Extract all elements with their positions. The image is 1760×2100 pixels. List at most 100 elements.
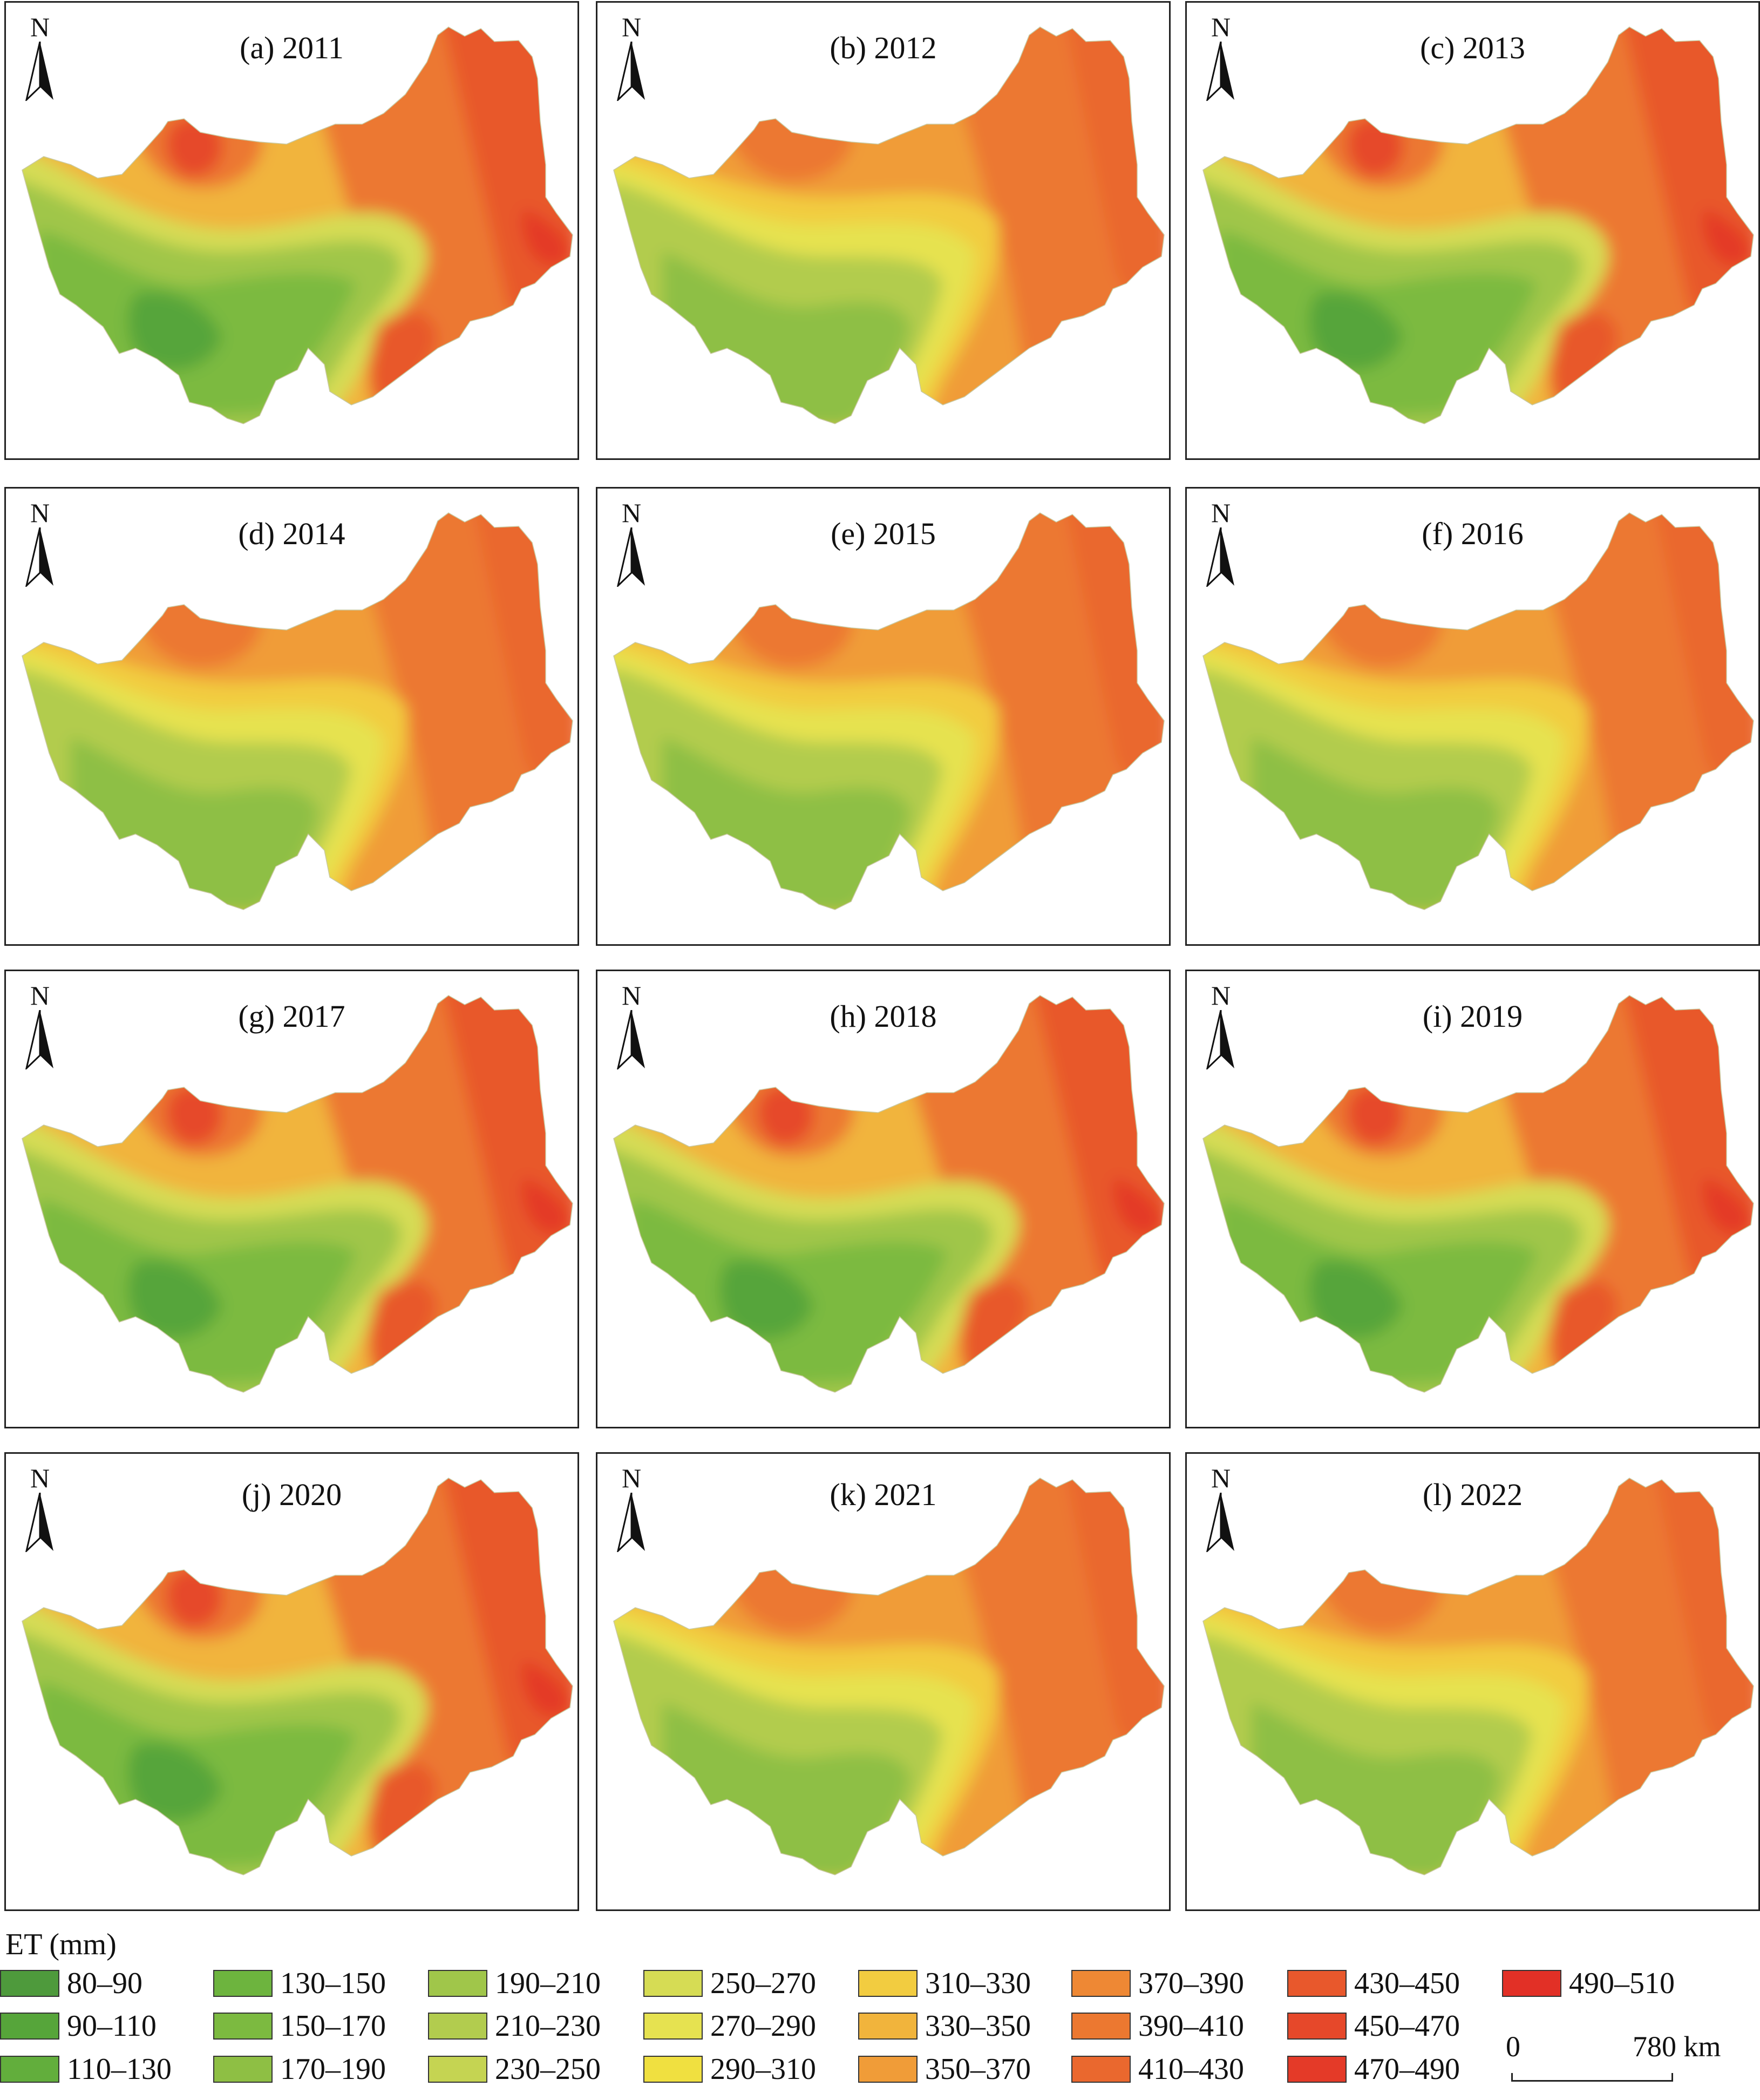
legend-label: 150–170 bbox=[280, 2009, 386, 2043]
et-map bbox=[22, 512, 573, 910]
map-panel: N (b) 2012 bbox=[596, 1, 1171, 460]
legend-label: 190–210 bbox=[495, 1967, 601, 2000]
legend-item: 210–230 bbox=[428, 2009, 601, 2043]
region-outline bbox=[22, 512, 573, 910]
legend-item: 490–510 bbox=[1502, 1967, 1675, 2000]
panel-title: (c) 2013 bbox=[1420, 30, 1525, 65]
legend-swatch bbox=[858, 2013, 918, 2040]
legend-label: 170–190 bbox=[280, 2052, 386, 2086]
map-panel: N (j) 2020 bbox=[4, 1452, 579, 1911]
et-map bbox=[613, 995, 1165, 1393]
et-map bbox=[1202, 1478, 1754, 1875]
legend-item: 470–490 bbox=[1287, 2052, 1460, 2086]
map-panel: N (h) 2018 bbox=[596, 970, 1171, 1428]
north-arrow: N bbox=[613, 499, 650, 591]
north-label: N bbox=[1211, 498, 1231, 528]
region-outline bbox=[22, 995, 573, 1393]
legend-label: 430–450 bbox=[1354, 1967, 1460, 2000]
et-zone bbox=[521, 1176, 570, 1235]
legend-swatch bbox=[858, 1970, 918, 1997]
legend-swatch bbox=[213, 1970, 273, 1997]
panel-title: (l) 2022 bbox=[1422, 1477, 1523, 1512]
north-arrow: N bbox=[21, 982, 59, 1074]
north-arrow-icon bbox=[1206, 527, 1234, 587]
legend-label: 310–330 bbox=[925, 1967, 1031, 2000]
legend-label: 450–470 bbox=[1354, 2009, 1460, 2043]
et-map bbox=[22, 995, 573, 1393]
panel-title: (d) 2014 bbox=[238, 516, 345, 551]
legend-item: 130–150 bbox=[213, 1967, 386, 2000]
panel-title: (g) 2017 bbox=[238, 999, 345, 1034]
et-zone bbox=[1112, 1176, 1162, 1235]
legend-item: 150–170 bbox=[213, 2009, 386, 2043]
et-zone bbox=[128, 1742, 222, 1821]
legend-swatch bbox=[858, 2056, 918, 2083]
legend-swatch bbox=[643, 1970, 703, 1997]
north-arrow: N bbox=[21, 499, 59, 591]
north-arrow-icon bbox=[25, 527, 53, 587]
north-arrow: N bbox=[21, 1465, 59, 1556]
legend-swatch bbox=[428, 2013, 487, 2040]
et-zone bbox=[1309, 291, 1403, 370]
scale-bar-line bbox=[1511, 2073, 1673, 2082]
legend-item: 290–310 bbox=[643, 2052, 816, 2086]
north-label: N bbox=[30, 498, 50, 528]
legend-swatch bbox=[428, 1970, 487, 1997]
panel-title: (k) 2021 bbox=[830, 1477, 937, 1512]
et-zone bbox=[1702, 1176, 1751, 1235]
legend-label: 490–510 bbox=[1569, 1967, 1675, 2000]
north-arrow-icon bbox=[25, 1493, 53, 1552]
panel-title: (h) 2018 bbox=[830, 999, 937, 1034]
legend-item: 250–270 bbox=[643, 1967, 816, 2000]
et-map bbox=[22, 1478, 573, 1875]
map-panel: N (k) 2021 bbox=[596, 1452, 1171, 1911]
north-label: N bbox=[30, 1463, 50, 1493]
panel-title: (e) 2015 bbox=[831, 516, 936, 551]
et-map bbox=[22, 26, 573, 424]
scale-bar-start-label: 0 bbox=[1506, 2030, 1520, 2063]
legend-swatch bbox=[0, 2013, 59, 2040]
north-arrow-icon bbox=[25, 1010, 53, 1069]
region-outline bbox=[1202, 26, 1754, 424]
legend-item: 350–370 bbox=[858, 2052, 1031, 2086]
region-outline bbox=[1202, 995, 1754, 1393]
north-arrow: N bbox=[1202, 1465, 1240, 1556]
north-arrow: N bbox=[21, 13, 59, 105]
north-arrow: N bbox=[1202, 982, 1240, 1074]
legend-label: 350–370 bbox=[925, 2052, 1031, 2086]
legend-swatch bbox=[1502, 1970, 1561, 1997]
north-arrow: N bbox=[613, 982, 650, 1074]
north-label: N bbox=[30, 12, 50, 42]
et-map bbox=[1202, 512, 1754, 910]
map-panel: N (d) 2014 bbox=[4, 487, 579, 946]
legend-swatch bbox=[1071, 1970, 1131, 1997]
north-arrow: N bbox=[613, 1465, 650, 1556]
legend-item: 450–470 bbox=[1287, 2009, 1460, 2043]
legend-label: 330–350 bbox=[925, 2009, 1031, 2043]
legend-item: 170–190 bbox=[213, 2052, 386, 2086]
north-arrow: N bbox=[1202, 499, 1240, 591]
north-arrow-icon bbox=[617, 1010, 645, 1069]
map-panel: N (f) 2016 bbox=[1185, 487, 1760, 946]
legend-item: 390–410 bbox=[1071, 2009, 1244, 2043]
legend-item: 310–330 bbox=[858, 1967, 1031, 2000]
legend-label: 390–410 bbox=[1138, 2009, 1244, 2043]
legend-title: ET (mm) bbox=[5, 1928, 117, 1961]
et-zone bbox=[128, 1259, 222, 1339]
scale-bar: 0 780 km bbox=[1506, 2030, 1754, 2095]
et-map bbox=[613, 512, 1165, 910]
legend-label: 370–390 bbox=[1138, 1967, 1244, 2000]
panel-title: (a) 2011 bbox=[240, 30, 344, 65]
et-zone bbox=[368, 1763, 438, 1864]
legend-label: 90–110 bbox=[67, 2009, 157, 2043]
region-outline bbox=[613, 26, 1165, 424]
region-outline bbox=[1202, 1478, 1754, 1875]
et-zone bbox=[719, 1259, 813, 1339]
north-arrow: N bbox=[1202, 13, 1240, 105]
legend-swatch bbox=[213, 2013, 273, 2040]
legend-item: 370–390 bbox=[1071, 1967, 1244, 2000]
et-zone bbox=[368, 1280, 438, 1381]
region-outline bbox=[1202, 512, 1754, 910]
legend-swatch bbox=[1287, 2056, 1347, 2083]
map-panel: N (e) 2015 bbox=[596, 487, 1171, 946]
